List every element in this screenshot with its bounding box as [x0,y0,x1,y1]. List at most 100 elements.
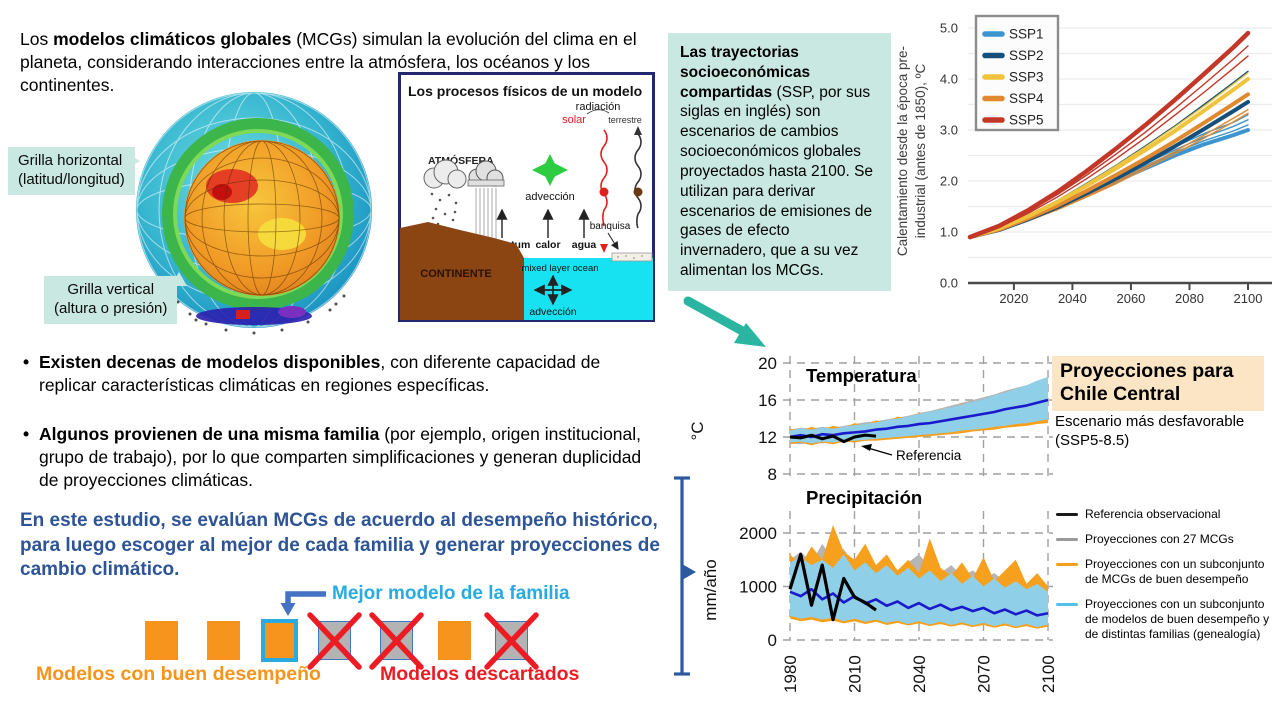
series-ssp3 [968,77,1250,240]
globe-speckles [168,286,346,335]
legend-swatch-icon [1056,513,1078,516]
label-radiacion: radiación [576,101,621,113]
svg-text:2040: 2040 [910,655,929,693]
warming-legend: SSP1 SSP2 SSP3 SSP4 SSP5 [974,14,1060,132]
svg-text:2060: 2060 [1116,291,1145,306]
svg-text:2010: 2010 [846,655,865,693]
bullet-models-available: Existen decenas de modelos disponibles, … [23,351,655,397]
cloud-rain [423,159,467,236]
svg-text:2040: 2040 [1058,291,1087,306]
advection-cross-top [532,154,568,186]
model-square-best [261,619,298,662]
cross-icon [484,612,539,670]
line-precipitacion-referencia-observacional [788,552,877,622]
svg-text:12: 12 [758,428,777,447]
svg-text:4.0: 4.0 [940,72,958,87]
label-agua: agua [572,239,597,251]
projections-subtitle: Escenario más desfavorable (SSP5-8.5) [1055,413,1245,449]
series-ssp5 [967,30,1251,240]
label-adveccion-bottom: advección [529,306,576,318]
legend-swatch-icon [1056,603,1078,606]
label-solar: solar [562,114,586,126]
band-temperatura-subconjunto-genealogía [790,376,1048,444]
model-square-discarded [369,612,424,670]
label-calor: calor [535,239,560,251]
svg-text:16: 16 [758,391,777,410]
legend-label: Proyecciones con un subconjunto de MCGs … [1085,557,1265,586]
process-diagram: Los procesos físicos de un modelo radiac… [398,72,655,322]
legend-item: Proyecciones con un subconjunto de MCGs … [1056,557,1278,587]
label-terrestre: terrestre [608,115,642,125]
bracket-connector-icon [674,476,696,676]
svg-text:2100: 2100 [1234,291,1263,306]
label-mixed-layer: mixed layer ocean [521,263,598,274]
model-square-good [207,621,240,660]
best-model-label: Mejor modelo de la familia [332,583,570,604]
continent-land [400,222,524,320]
legend-item: Proyecciones con 27 MCGs [1056,532,1278,547]
svg-text:2020: 2020 [999,291,1028,306]
svg-text:SSP4: SSP4 [1009,91,1044,106]
svg-text:1.0: 1.0 [940,225,958,240]
label-banquisa: banquisa [590,221,631,232]
svg-text:1980: 1980 [781,655,800,693]
legend-swatch-icon [1056,538,1078,541]
intro-bold: modelos climáticos globales [53,28,292,49]
globe-inner-grid [184,140,340,296]
legend-item: Referencia observacional [1056,507,1278,522]
intro-paragraph: Los modelos climáticos globales (MCGs) s… [20,28,652,97]
bullet-bold: Existen decenas de modelos disponibles [39,352,381,372]
ssp-bold: Las trayectorias socioeconómicas compart… [680,44,811,101]
svg-text:5.0: 5.0 [940,21,958,36]
projections-title: Proyecciones para Chile Central [1052,356,1264,412]
process-title: Los procesos físicos de un modelo [408,83,642,99]
svg-text:SSP5: SSP5 [1009,113,1044,128]
svg-text:20: 20 [758,354,777,373]
label-continente: CONTINENTE [420,268,492,280]
bullet-bold: Algunos provienen de una misma familia [39,424,380,444]
model-square-good [145,621,178,660]
terrestrial-radiation-wave [634,133,642,229]
legend-swatch-icon [1056,563,1078,566]
label-adveccion-top: advección [525,191,575,203]
legend-label: Proyecciones con un subconjunto de model… [1085,597,1270,641]
globe-label-vertical-grid: Grilla vertical (altura o presión) [44,272,188,324]
reference-annotation: Referencia [896,448,962,463]
svg-text:SSP2: SSP2 [1009,48,1044,63]
intro-rest: (MCGs) simulan la evolución del clima en… [20,28,637,95]
connector-arrow-icon [683,296,766,347]
best-model-arrow-icon [280,591,326,616]
flux-arrows [496,208,590,238]
cross-icon [369,612,424,670]
svg-text:0: 0 [768,631,777,650]
solar-radiation-wave [600,129,608,227]
svg-text:1000: 1000 [739,578,777,597]
bullet-rest: (por ejemplo, origen institucional, grup… [39,424,642,490]
ssp-text-box: Las trayectorias socioeconómicas compart… [668,33,891,291]
model-square-discarded [307,612,362,670]
line-temperatura-referencia-observacional [789,433,877,444]
study-statement: En este estudio, se evalúan MCGs de acue… [20,510,660,581]
svg-text:3.0: 3.0 [940,123,958,138]
good-models-label: Modelos con buen desempeño [36,663,321,685]
svg-text:0.0: 0.0 [940,276,958,291]
svg-text:2100: 2100 [1039,655,1058,693]
globe-green-ring [162,118,354,310]
svg-text:SSP3: SSP3 [1009,70,1044,85]
discarded-models-label: Modelos descartados [380,663,580,685]
precipitation-title: Precipitación [806,487,922,508]
legend-item: Proyecciones con un subconjunto de model… [1056,597,1278,642]
legend-label: Proyecciones con 27 MCGs [1085,532,1234,546]
model-square-discarded [484,612,539,670]
temperature-title: Temperatura [806,365,917,386]
ocean [524,258,653,320]
svg-text:mm/año: mm/año [701,559,720,620]
chile-projection-charts: 8 12 16 20 0 1000 2000 1980 2010 2040 2070 2100 °C mm… [688,354,1058,693]
warming-scenarios-chart: 2020 2040 2060 2080 2100 0.0 1.0 2.0 3.0 4.0 5.0 SS… [940,14,1272,306]
svg-text:2000: 2000 [739,524,777,543]
projections-legend: Referencia observacional Proyecciones con… [1056,507,1278,652]
intro-prefix: Los [20,28,54,49]
advection-cross-bottom [533,274,573,306]
model-square-good [438,621,471,660]
